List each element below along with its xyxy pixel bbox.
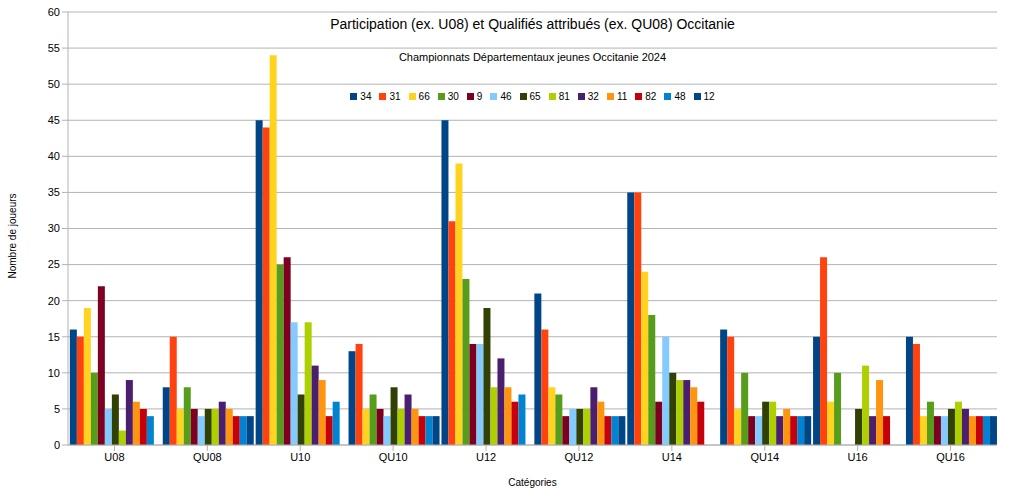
svg-text:30: 30 (48, 222, 60, 234)
svg-text:QU14: QU14 (750, 451, 779, 463)
html-text:34: 34 (360, 91, 372, 102)
html-text:32: 32 (587, 91, 599, 102)
svg-text:Nombre de joueurs: Nombre de joueurs (8, 193, 18, 278)
svg-text:60: 60 (48, 6, 60, 18)
svg-text:50: 50 (48, 78, 60, 90)
svg-text:QU16: QU16 (936, 451, 965, 463)
svg-text:10: 10 (48, 367, 60, 379)
svg-text:Catégories: Catégories (508, 477, 556, 488)
svg-text:55: 55 (48, 42, 60, 54)
svg-text:QU12: QU12 (565, 451, 594, 463)
html-text:Participation (ex. U08) et Qua: Participation (ex. U08) et Qualifiés att… (330, 16, 735, 32)
svg-text:15: 15 (48, 331, 60, 343)
svg-text:35: 35 (48, 186, 60, 198)
html-text:30: 30 (447, 91, 459, 102)
svg-text:QU08: QU08 (193, 451, 222, 463)
svg-text:40: 40 (48, 150, 60, 162)
html-text:81: 81 (558, 91, 570, 102)
svg-text:U14: U14 (662, 451, 682, 463)
html-text:66: 66 (418, 91, 430, 102)
html-text:46: 46 (500, 91, 512, 102)
html-text:82: 82 (645, 91, 657, 102)
svg-text:45: 45 (48, 114, 60, 126)
html-text:12: 12 (703, 91, 715, 102)
svg-text:5: 5 (54, 403, 60, 415)
html-text:31: 31 (389, 91, 401, 102)
html-text:9: 9 (476, 91, 483, 102)
svg-text:QU10: QU10 (379, 451, 408, 463)
svg-text:0: 0 (54, 439, 60, 451)
html-text:65: 65 (529, 91, 541, 102)
svg-text:20: 20 (48, 295, 60, 307)
html-text:Championnats Départementaux je: Championnats Départementaux jeunes Occit… (398, 51, 667, 63)
html-text:11: 11 (616, 91, 628, 102)
html-text:48: 48 (674, 91, 686, 102)
svg-text:U12: U12 (476, 451, 496, 463)
svg-text:U16: U16 (848, 451, 868, 463)
svg-text:25: 25 (48, 258, 60, 270)
svg-text:U08: U08 (104, 451, 124, 463)
svg-text:U10: U10 (290, 451, 310, 463)
